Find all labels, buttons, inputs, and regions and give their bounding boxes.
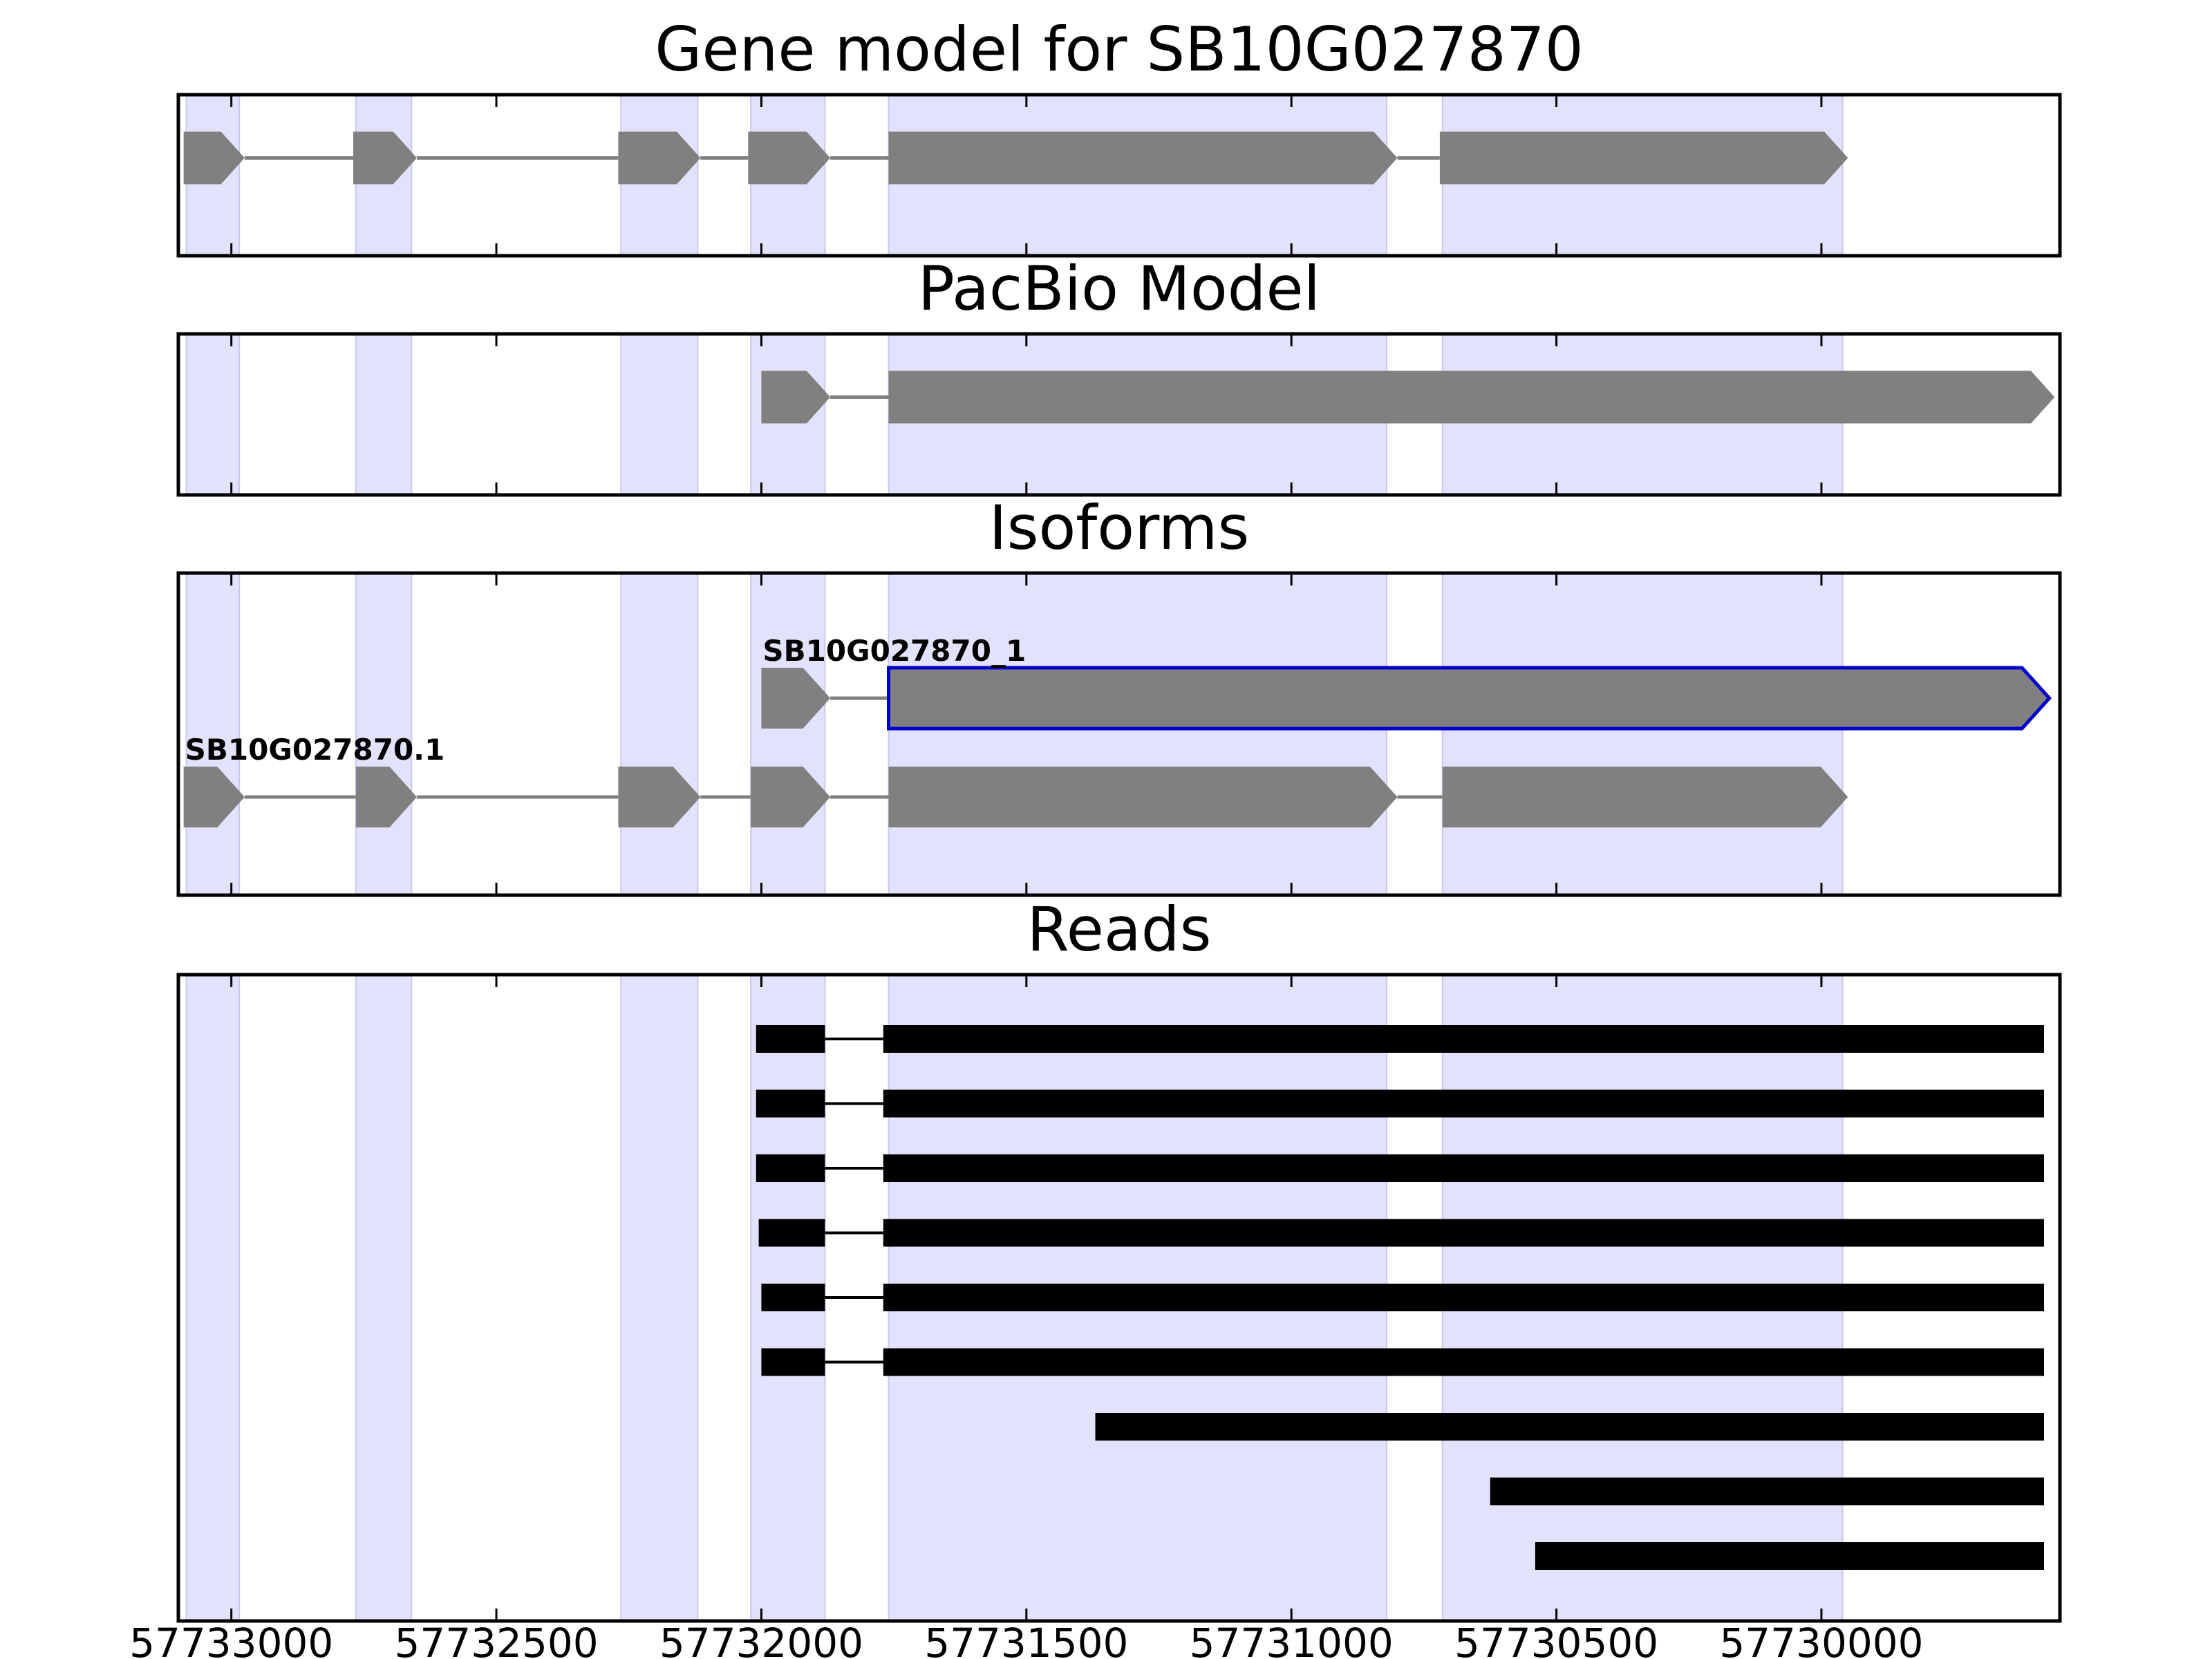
read-row <box>761 1284 2044 1311</box>
x-tick-label: 57730500 <box>1454 1620 1658 1659</box>
exon <box>618 767 701 827</box>
exon-shade-region <box>750 572 826 896</box>
read-block <box>1535 1542 2044 1570</box>
exon <box>1439 131 1848 185</box>
panel-title: Isoforms <box>989 492 1250 563</box>
read-block <box>761 1348 825 1376</box>
exon <box>618 131 701 185</box>
exon <box>888 767 1398 827</box>
read-row <box>761 1348 2044 1376</box>
read-block <box>758 1219 825 1247</box>
read-block <box>883 1154 2044 1182</box>
panel-1: Gene model for SB10G027870 <box>176 14 2062 258</box>
exon-shade-region <box>620 333 699 496</box>
exon <box>355 767 418 827</box>
panel-frame <box>176 973 2062 1623</box>
exon <box>761 371 831 424</box>
read-block <box>883 1284 2044 1311</box>
read-block <box>756 1089 825 1118</box>
exon <box>183 131 245 185</box>
panels-layer: Gene model for SB10G027870 PacBio Model Is… <box>176 14 2062 1623</box>
panel-title: Gene model for SB10G027870 <box>655 14 1584 85</box>
x-tick-label: 57733000 <box>129 1620 333 1659</box>
exon-shade-region <box>185 974 241 1622</box>
exon <box>353 131 418 185</box>
x-tick-label: 57731500 <box>924 1620 1128 1659</box>
read-block <box>883 1219 2044 1247</box>
exon <box>748 131 831 185</box>
panel-2: PacBio Model <box>176 253 2062 497</box>
panel-title: Reads <box>1027 894 1212 965</box>
exon-shade-region <box>620 572 699 896</box>
x-tick-label: 57732000 <box>659 1620 863 1659</box>
x-tick-label: 57732500 <box>394 1620 598 1659</box>
read-row <box>1095 1413 2044 1441</box>
exon <box>886 666 2052 731</box>
read-block <box>1490 1477 2044 1506</box>
x-tick-label: 57730000 <box>1719 1620 1923 1659</box>
read-block <box>761 1284 825 1311</box>
exon <box>1442 767 1848 827</box>
x-tick-label: 57731000 <box>1190 1620 1394 1659</box>
exon-shade-region <box>620 974 699 1622</box>
x-axis: 57733000 57732500 57732000 57731500 57731000… <box>129 1620 1924 1659</box>
exon <box>183 767 245 827</box>
exon <box>751 767 831 827</box>
exon <box>761 668 831 729</box>
exon-shade-region <box>355 572 413 896</box>
read-row <box>1535 1542 2044 1570</box>
read-block <box>1095 1413 2044 1441</box>
exon-shade-region <box>185 333 241 496</box>
panel-frame <box>176 93 2062 258</box>
read-block <box>756 1154 825 1182</box>
exon-shade-region <box>888 572 1388 896</box>
exon-shade-region <box>355 974 413 1622</box>
panel-frame <box>176 332 2062 497</box>
exon-shade-region <box>355 333 413 496</box>
read-row <box>758 1219 2044 1247</box>
panel-title: PacBio Model <box>918 253 1320 324</box>
exon-shade-region <box>1441 572 1844 896</box>
isoform-label: SB10G027870.1 <box>185 733 445 767</box>
read-row <box>756 1089 2044 1118</box>
read-block <box>883 1025 2044 1053</box>
panel-frame <box>176 571 2062 897</box>
read-row <box>1490 1477 2044 1506</box>
panel-4: Reads <box>176 894 2062 1623</box>
read-row <box>756 1025 2044 1053</box>
read-block <box>883 1089 2044 1118</box>
panel-3: Isoforms SB10G027870_1 SB10G027870.1 <box>176 492 2062 897</box>
read-block <box>883 1348 2044 1376</box>
exon-shade-region <box>185 572 241 896</box>
exon <box>888 131 1398 185</box>
read-block <box>756 1025 825 1053</box>
isoform-label: SB10G027870_1 <box>762 634 1026 668</box>
read-row <box>756 1154 2044 1182</box>
exon <box>888 371 2055 424</box>
